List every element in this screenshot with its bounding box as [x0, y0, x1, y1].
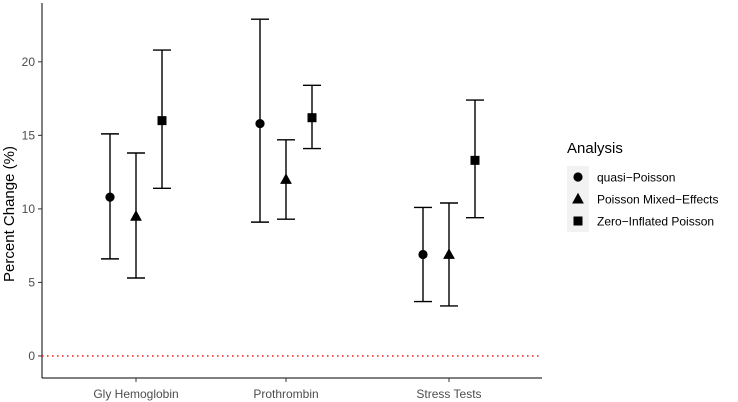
point-estimate [105, 192, 115, 202]
point-estimate [470, 155, 480, 165]
plot-area: 0 5 10 15 20 Gly Hemoglobin Prothrombin Stress … [22, 3, 542, 401]
legend: Analysis quasi−Poisson Poisson Mixed−Effe… [567, 140, 719, 232]
point-estimate [307, 113, 317, 123]
legend-key-circle-icon [573, 172, 583, 182]
y-tick-label: 20 [22, 55, 36, 69]
point-estimate [255, 118, 265, 129]
point-estimate [157, 116, 167, 126]
legend-label: quasi−Poisson [597, 171, 675, 185]
point-estimate [443, 248, 455, 259]
legend-label: Zero−Inflated Poisson [597, 215, 714, 229]
x-tick-label: Stress Tests [416, 387, 481, 401]
y-tick-label: 0 [28, 349, 35, 363]
y-axis-title: Percent Change (%) [1, 146, 18, 282]
point-estimate [130, 210, 142, 221]
x-tick-label: Gly Hemoglobin [93, 387, 178, 401]
y-tick-label: 15 [22, 128, 36, 142]
y-tick-label: 5 [28, 275, 35, 289]
legend-title: Analysis [567, 140, 623, 157]
point-estimate [418, 249, 428, 260]
legend-key-triangle-icon [572, 192, 584, 204]
x-tick-label: Prothrombin [253, 387, 318, 401]
y-tick-label: 10 [22, 202, 36, 216]
point-estimate [280, 173, 292, 184]
legend-label: Poisson Mixed−Effects [597, 193, 719, 207]
legend-key-square-icon [573, 216, 583, 226]
